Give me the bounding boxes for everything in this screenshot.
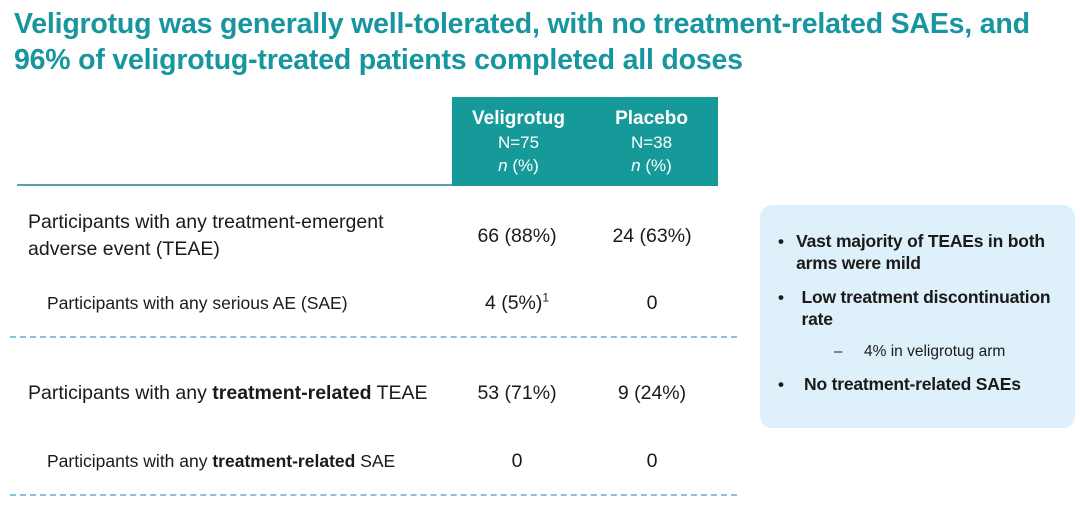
bullet-item: • No treatment-related SAEs xyxy=(778,374,1059,396)
bullet-text: Low treatment discontinuation rate xyxy=(801,287,1051,329)
cell-value: 4 (5%) xyxy=(484,291,543,314)
cell-veligrotug: 53 (71%) xyxy=(447,382,587,405)
label-text: TEAE xyxy=(371,381,428,404)
footnote-marker: 1 xyxy=(542,290,550,304)
column-sample-size: N=38 xyxy=(630,133,673,152)
unit-n: n xyxy=(631,156,641,175)
label-bold: treatment-related xyxy=(212,450,356,471)
bullet-icon: • xyxy=(778,375,784,394)
dash-icon: – xyxy=(834,343,843,360)
row-label: Participants with any treatment-related … xyxy=(17,380,447,407)
table-row: Participants with any treatment-emergent… xyxy=(17,205,737,267)
dashed-divider xyxy=(10,494,737,496)
label-text: SAE xyxy=(355,450,396,471)
label-text: Participants with any serious AE (SAE) xyxy=(47,292,348,313)
page-title: Veligrotug was generally well-tolerated,… xyxy=(14,8,1030,76)
cell-placebo: 0 xyxy=(646,449,658,472)
bullet-icon: • xyxy=(778,288,784,307)
label-text: Participants with any xyxy=(28,381,213,404)
cell-veligrotug: 4 (5%)1 xyxy=(447,290,587,315)
dashed-divider xyxy=(10,336,737,338)
unit-pct: (%) xyxy=(507,156,539,175)
table-row: Participants with any treatment-related … xyxy=(17,443,737,479)
header-rule xyxy=(17,184,452,186)
sub-bullet-text: 4% in veligrotug arm xyxy=(864,343,1006,360)
column-unit: n (%) xyxy=(585,154,718,177)
column-name: Veligrotug xyxy=(472,108,565,129)
cell-value: 0 xyxy=(511,449,523,472)
table-row: Participants with any treatment-related … xyxy=(17,362,737,424)
row-label: Participants with any treatment-emergent… xyxy=(17,209,447,263)
column-sample-size: N=75 xyxy=(497,133,540,152)
unit-n: n xyxy=(498,156,508,175)
cell-placebo: 9 (24%) xyxy=(617,381,687,404)
cell-value: 66 (88%) xyxy=(477,224,557,247)
column-name: Placebo xyxy=(615,108,688,129)
cell-value: 53 (71%) xyxy=(477,381,557,404)
column-header-placebo: Placebo N=38 n (%) xyxy=(585,97,718,186)
column-header-veligrotug: Veligrotug N=75 n (%) xyxy=(452,97,585,186)
cell-veligrotug: 0 xyxy=(447,450,587,473)
cell-placebo: 0 xyxy=(646,291,658,314)
bullet-item: • Vast majority of TEAEs in both arms we… xyxy=(778,231,1059,274)
callout-box: • Vast majority of TEAEs in both arms we… xyxy=(760,205,1075,428)
bullet-item: • Low treatment discontinuation rate xyxy=(778,287,1059,330)
bullet-text: Vast majority of TEAEs in both arms were… xyxy=(796,231,1045,273)
cell-veligrotug: 66 (88%) xyxy=(447,225,587,248)
row-label: Participants with any treatment-related … xyxy=(17,448,447,475)
label-bold: treatment-related xyxy=(212,381,372,404)
table-header: Veligrotug N=75 n (%) Placebo N=38 n (%) xyxy=(452,97,718,186)
label-text: Participants with any treatment-emergent… xyxy=(28,211,384,260)
table-row: Participants with any serious AE (SAE) 4… xyxy=(17,285,737,321)
column-unit: n (%) xyxy=(452,154,585,177)
cell-placebo: 24 (63%) xyxy=(612,224,692,247)
unit-pct: (%) xyxy=(640,156,672,175)
row-label: Participants with any serious AE (SAE) xyxy=(17,290,447,317)
sub-bullet-item: – 4% in veligrotug arm xyxy=(834,342,1059,362)
bullet-icon: • xyxy=(778,232,784,251)
bullet-text: No treatment-related SAEs xyxy=(804,374,1021,394)
label-text: Participants with any xyxy=(47,450,213,471)
